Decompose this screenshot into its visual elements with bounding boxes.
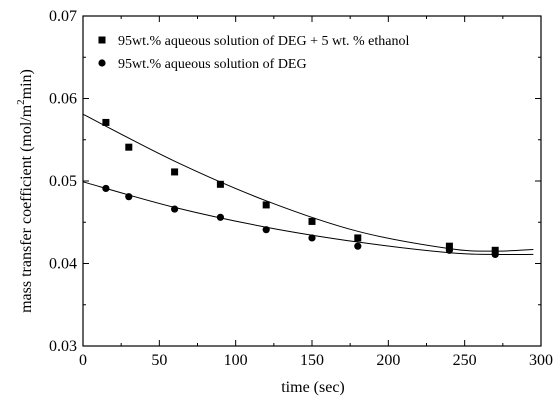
legend-marker-circle [98,59,106,67]
x-tick-label: 200 [376,352,400,369]
y-axis-label-tail: min) [18,69,35,99]
data-point-square [102,118,110,126]
x-tick-label: 250 [453,352,477,369]
x-tick-label: 300 [529,352,553,369]
y-axis-label-superscript: 2 [15,99,27,105]
legend: 95wt.% aqueous solution of DEG + 5 wt. %… [98,34,409,72]
data-point-circle [125,193,133,201]
fit-curve-line [82,113,534,252]
y-axis-label: mass transfer coefficient (mol/m2min) [15,69,35,313]
data-point-square [216,180,224,188]
data-point-circle [262,226,270,234]
data-point-circle [308,234,316,242]
x-tick-label: 0 [79,352,87,369]
data-markers [102,118,499,259]
x-tick-label: 100 [224,352,248,369]
y-axis-label-main: mass transfer coefficient (mol/m [18,104,35,313]
data-point-circle [102,184,110,193]
x-tick-label: 50 [151,352,167,369]
x-axis-label: time (sec) [281,379,345,396]
data-point-circle [354,242,362,250]
x-axis: 0 50 100 150 200 250 300 [79,16,553,369]
data-point-square [262,201,270,209]
data-point-square [308,217,316,225]
x-tick-label: 150 [300,352,324,369]
data-point-square [171,168,179,176]
data-point-circle [216,213,224,221]
data-point-square [445,242,453,250]
legend-marker-square [98,36,106,44]
y-tick-label: 0.06 [49,91,77,108]
y-tick-label: 0.04 [49,256,77,273]
y-tick-label: 0.03 [49,338,77,355]
data-point-square [354,234,362,242]
data-point-square [125,143,133,151]
legend-entry-label: 95wt.% aqueous solution of DEG + 5 wt. %… [118,34,409,49]
legend-entry-label: 95wt.% aqueous solution of DEG [118,57,307,72]
y-tick-label: 0.07 [49,8,77,25]
data-point-square [491,246,499,254]
y-tick-label: 0.05 [49,173,77,190]
fit-curve-line [82,181,534,256]
data-point-circle [491,250,499,259]
data-point-circle [445,246,453,254]
fit-curves [82,113,534,256]
y-axis: 0.03 0.04 0.05 0.06 0.07 [49,8,541,355]
data-point-circle [171,205,179,213]
